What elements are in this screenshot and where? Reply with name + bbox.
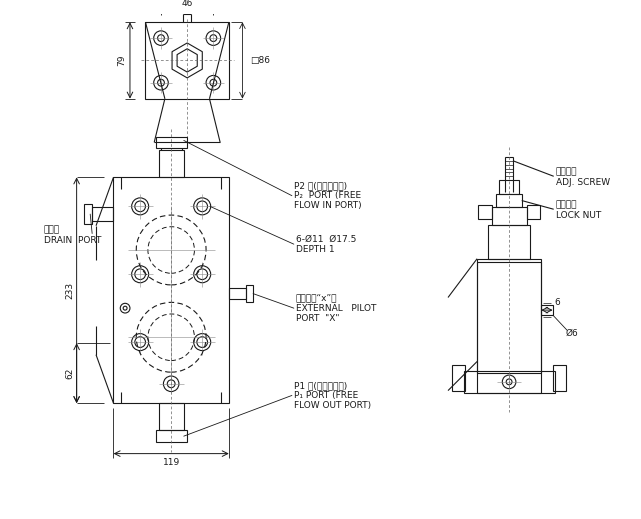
Text: 119: 119 (163, 458, 179, 467)
Bar (553, 365, 566, 391)
Text: 洩流口: 洩流口 (44, 225, 60, 234)
Bar (246, 285, 253, 303)
Text: 6-Ø11  Ø17.5: 6-Ø11 Ø17.5 (296, 235, 356, 244)
Text: P2 口(自由流入口): P2 口(自由流入口) (294, 182, 347, 190)
Bar (477, 262, 541, 392)
Bar (113, 177, 229, 403)
Bar (463, 371, 554, 392)
Text: EXTERNAL   PILOT: EXTERNAL PILOT (296, 304, 376, 312)
Bar (478, 206, 492, 219)
Bar (526, 206, 540, 219)
Text: 79: 79 (118, 54, 127, 66)
Text: DRAIN  PORT: DRAIN PORT (44, 236, 101, 245)
Text: DEPTH 1: DEPTH 1 (296, 245, 335, 254)
Text: 233: 233 (65, 282, 74, 299)
Text: 46: 46 (181, 0, 193, 8)
Text: 62: 62 (65, 367, 74, 379)
Bar (488, 225, 531, 258)
Bar (492, 207, 526, 225)
Bar (229, 288, 246, 299)
Bar (541, 305, 553, 315)
Bar (156, 136, 187, 148)
Text: FLOW IN PORT): FLOW IN PORT) (294, 201, 362, 210)
Text: P1 口(自由流出口): P1 口(自由流出口) (294, 381, 347, 390)
Text: LOCK NUT: LOCK NUT (556, 211, 601, 220)
Bar (85, 204, 92, 224)
Text: P₂  PORT (FREE: P₂ PORT (FREE (294, 191, 361, 200)
Bar (497, 194, 522, 207)
Text: PORT  "X": PORT "X" (296, 315, 339, 323)
Bar (146, 22, 229, 99)
Bar (499, 180, 519, 194)
Text: 6: 6 (554, 298, 560, 307)
Bar (477, 258, 541, 373)
Bar (158, 403, 184, 430)
Bar (92, 207, 113, 221)
Text: FLOW OUT PORT): FLOW OUT PORT) (294, 401, 371, 409)
Text: 調節螺絲: 調節螺絲 (556, 167, 577, 176)
Text: ADJ. SCREW: ADJ. SCREW (556, 177, 610, 187)
Text: 固定螺帽: 固定螺帽 (556, 200, 577, 209)
Text: □86: □86 (250, 56, 271, 65)
Bar (158, 150, 184, 177)
Bar (156, 430, 187, 442)
Text: Ø6: Ø6 (566, 329, 578, 338)
Bar (452, 365, 465, 391)
Text: P₁ PORT (FREE: P₁ PORT (FREE (294, 391, 358, 400)
Text: 外部引導“x”口: 外部引導“x”口 (296, 293, 337, 302)
